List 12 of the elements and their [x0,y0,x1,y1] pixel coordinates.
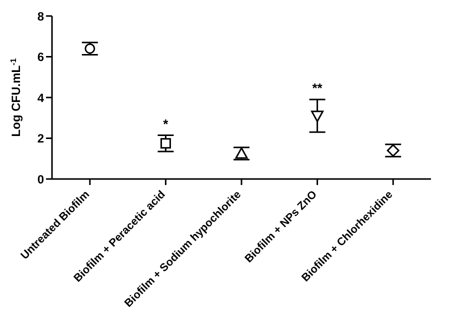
point [386,144,400,157]
point [311,110,324,122]
y-tick-label: 2 [37,132,44,146]
y-tick-label: 6 [37,50,44,64]
point [160,138,171,149]
data-label: * [163,116,170,132]
y-tick-label: 0 [37,172,44,186]
data-label: ** [312,80,324,96]
point [235,147,248,159]
y-tick-label: 4 [37,90,44,105]
point [84,43,96,54]
y-tick-label: 8 [37,9,44,24]
